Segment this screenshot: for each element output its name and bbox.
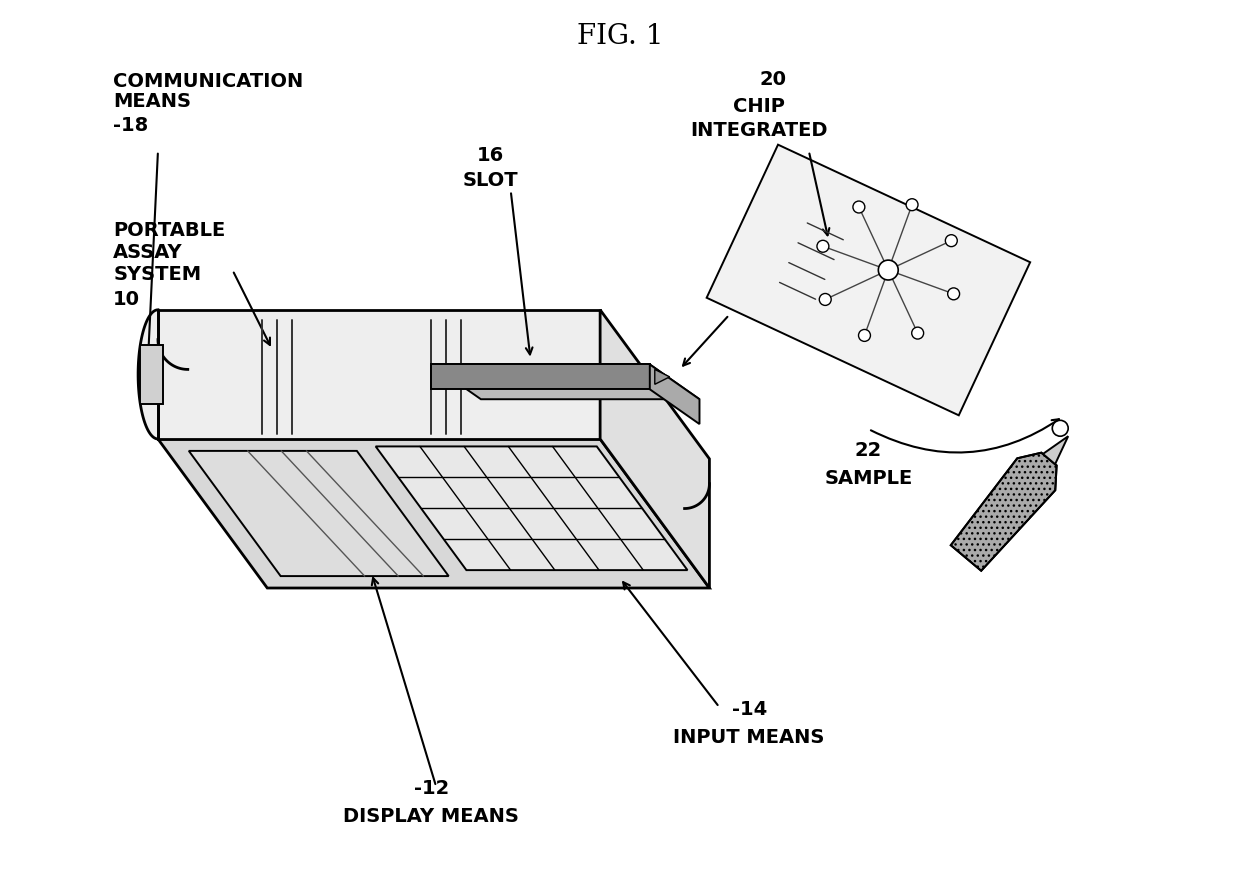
Polygon shape xyxy=(188,451,449,576)
Text: 16: 16 xyxy=(477,146,505,165)
Polygon shape xyxy=(655,369,670,384)
Circle shape xyxy=(853,201,864,213)
Polygon shape xyxy=(157,439,709,588)
Circle shape xyxy=(858,329,870,342)
Text: MEANS: MEANS xyxy=(113,91,191,110)
Text: SLOT: SLOT xyxy=(463,171,518,190)
Text: COMMUNICATION: COMMUNICATION xyxy=(113,72,304,90)
Text: -18: -18 xyxy=(113,116,149,136)
Polygon shape xyxy=(707,144,1030,415)
Text: INTEGRATED: INTEGRATED xyxy=(691,122,828,141)
Text: SYSTEM: SYSTEM xyxy=(113,264,201,283)
Circle shape xyxy=(945,235,957,247)
Text: PORTABLE: PORTABLE xyxy=(113,221,226,240)
Text: -14: -14 xyxy=(732,700,766,719)
Text: SAMPLE: SAMPLE xyxy=(825,469,913,488)
Circle shape xyxy=(947,288,960,300)
Circle shape xyxy=(906,199,918,210)
Polygon shape xyxy=(951,453,1056,571)
Circle shape xyxy=(1053,421,1068,436)
Polygon shape xyxy=(1043,436,1068,464)
Text: CHIP: CHIP xyxy=(733,96,785,116)
Circle shape xyxy=(911,327,924,339)
Circle shape xyxy=(878,260,898,280)
Text: FIG. 1: FIG. 1 xyxy=(577,23,663,50)
Polygon shape xyxy=(157,310,600,439)
Polygon shape xyxy=(432,364,699,399)
Circle shape xyxy=(820,294,831,305)
Text: 22: 22 xyxy=(854,441,882,461)
Circle shape xyxy=(817,241,828,252)
Text: DISPLAY MEANS: DISPLAY MEANS xyxy=(343,807,520,826)
Text: 20: 20 xyxy=(759,70,786,89)
Polygon shape xyxy=(376,447,687,570)
Text: ASSAY: ASSAY xyxy=(113,242,182,262)
Polygon shape xyxy=(600,310,709,588)
Polygon shape xyxy=(138,310,157,439)
Polygon shape xyxy=(650,364,699,424)
Polygon shape xyxy=(432,364,650,389)
Polygon shape xyxy=(140,345,162,404)
Text: -12: -12 xyxy=(414,779,449,799)
Text: INPUT MEANS: INPUT MEANS xyxy=(673,727,825,746)
Text: 10: 10 xyxy=(113,290,140,309)
